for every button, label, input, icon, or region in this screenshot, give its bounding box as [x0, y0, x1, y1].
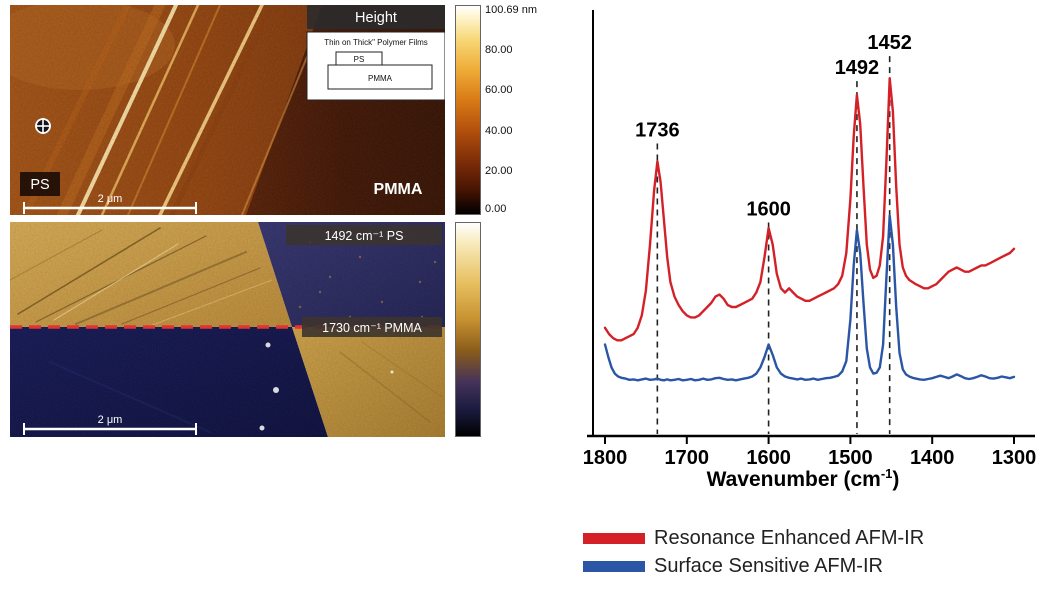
- scalebar: 2 μm: [23, 193, 197, 214]
- legend-swatch-blue: [583, 560, 645, 572]
- height-title: Height: [355, 10, 397, 26]
- legend-item-surface: Surface Sensitive AFM-IR: [583, 555, 924, 577]
- pmma-label: PMMA: [374, 181, 423, 198]
- peak-label: 1492: [835, 57, 880, 79]
- colorbar-tick-label: 60.00: [485, 84, 513, 96]
- ps-map-label: 1492 cm⁻¹ PS: [325, 229, 404, 243]
- afm-height-image: Height Thin on Thick" Polymer Films PS P…: [10, 5, 445, 215]
- height-title-bar: [307, 5, 445, 29]
- scalebar: 2 μm: [23, 414, 197, 435]
- x-tick-label: 1700: [665, 447, 710, 469]
- legend-label-surface: Surface Sensitive AFM-IR: [654, 555, 883, 577]
- scalebar-label: 2 μm: [98, 193, 123, 205]
- x-tick-label: 1800: [583, 447, 628, 469]
- peak-label: 1600: [746, 199, 791, 221]
- legend-item-resonance: Resonance Enhanced AFM-IR: [583, 527, 924, 549]
- x-axis-title-main: Wavenumber (cm: [706, 468, 881, 491]
- ps-map-label-box: [286, 225, 442, 245]
- spectrum-curve-1: [603, 214, 1016, 382]
- x-axis-title-sup: -1: [880, 466, 893, 481]
- scalebar-label: 2 μm: [98, 414, 123, 426]
- chart-legend: Resonance Enhanced AFM-IR Surface Sensit…: [583, 527, 924, 583]
- legend-label-resonance: Resonance Enhanced AFM-IR: [654, 527, 925, 549]
- probe-crosshair-icon: [35, 118, 51, 134]
- spectrum-chart: 1800 1700 1600 1500 1400 1300 1736 1600 1492 1452: [583, 10, 1037, 469]
- legend-swatch-red: [583, 532, 645, 544]
- ps-label-box: [20, 172, 60, 196]
- colorbar-tick-label: 40.00: [485, 125, 513, 137]
- pmma-map-label: 1730 cm⁻¹ PMMA: [322, 321, 422, 335]
- sample-inset-diagram: Thin on Thick" Polymer Films PS PMMA: [306, 31, 445, 101]
- colorbar-tick-label: 0.00: [485, 203, 507, 215]
- x-tick-label: 1400: [910, 447, 955, 469]
- inset-layer-pmma: PMMA: [368, 74, 393, 83]
- peak-label: 1452: [867, 32, 912, 54]
- ps-label: PS: [30, 177, 49, 193]
- height-colorbar-labels: 100.69 nm 80.00 60.00 40.00 20.00 0.00: [485, 4, 560, 218]
- x-tick-label: 1500: [828, 447, 873, 469]
- chemical-colorbar: [455, 222, 481, 437]
- height-colorbar: [455, 5, 481, 215]
- defect-dots: [259, 342, 394, 431]
- inset-title: Thin on Thick" Polymer Films: [324, 38, 428, 47]
- spectrum-curve-0: [603, 76, 1016, 342]
- colorbar-tick-label: 20.00: [485, 165, 513, 177]
- inset-layer-ps: PS: [354, 55, 365, 64]
- x-axis-title-close: ): [892, 468, 900, 491]
- colorbar-tick-label: 80.00: [485, 44, 513, 56]
- colorbar-tick-label: 100.69 nm: [485, 4, 537, 16]
- pmma-map-label-box: [302, 317, 442, 337]
- x-axis-title: Wavenumber (cm-1): [573, 466, 1033, 492]
- afm-chemical-image: 1492 cm⁻¹ PS 1730 cm⁻¹ PMMA 2 μm: [10, 222, 445, 437]
- x-tick-label: 1300: [992, 447, 1037, 469]
- x-tick-label: 1600: [746, 447, 791, 469]
- peak-label: 1736: [635, 119, 680, 141]
